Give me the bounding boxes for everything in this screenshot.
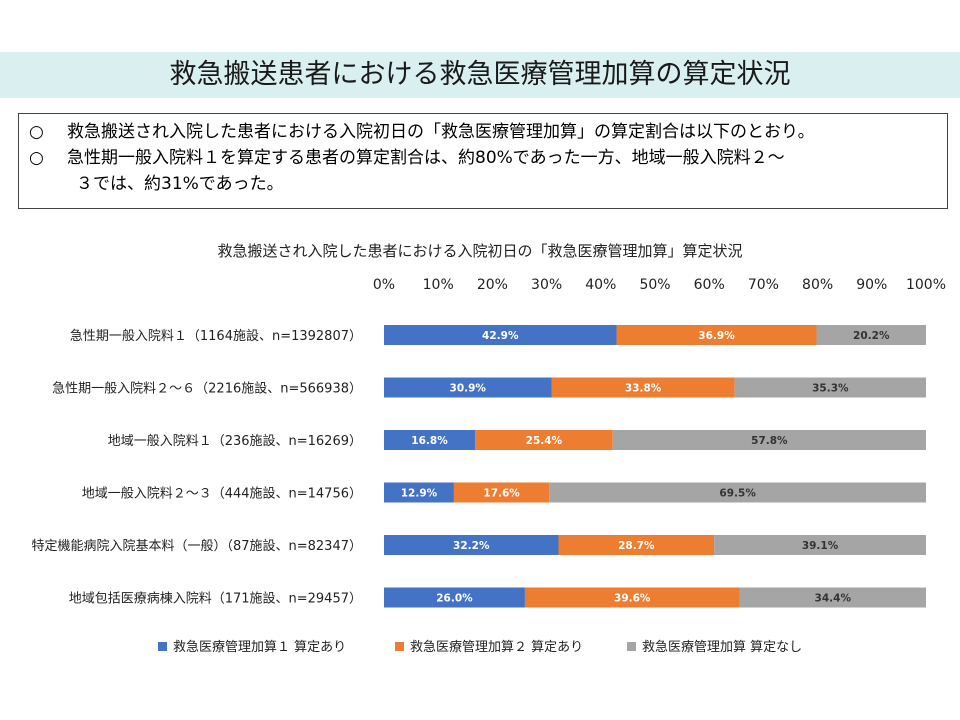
bar-segment-series-2 xyxy=(616,325,817,345)
data-label: 39.1% xyxy=(802,540,839,552)
x-tick-label: 50% xyxy=(639,277,670,293)
data-label: 28.7% xyxy=(618,540,655,552)
bar-segment-series-3 xyxy=(612,430,926,450)
data-label: 69.5% xyxy=(719,488,756,500)
title-band xyxy=(0,52,960,98)
data-label: 12.9% xyxy=(401,488,438,500)
category-label: 急性期一般入院料２～６（2216施設、n=566938） xyxy=(52,381,362,397)
data-label: 26.0% xyxy=(436,593,473,605)
legend-label: 救急医療管理加算 算定なし xyxy=(642,639,802,655)
data-label: 39.6% xyxy=(614,593,651,605)
bar-segment-series-3 xyxy=(739,587,926,608)
x-tick-label: 90% xyxy=(856,277,887,293)
summary-note-1: ○ 救急搬送され入院した患者における入院初日の「救急医療管理加算」の算定割合は以下… xyxy=(29,120,815,144)
bar-segment-series-2 xyxy=(558,535,715,555)
summary-note-2-continuation: ３では、約31%であった。 xyxy=(76,174,284,194)
x-tick-label: 10% xyxy=(423,277,454,293)
note-bullet: ○ xyxy=(29,122,44,142)
legend-swatch xyxy=(395,642,404,651)
summary-note-2: ○ 急性期一般入院料１を算定する患者の算定割合は、約80%であった一方、地域一般入… xyxy=(29,146,785,170)
data-label: 32.2% xyxy=(453,540,490,552)
bar-segment-series-3 xyxy=(734,377,926,398)
data-label: 25.4% xyxy=(526,435,563,447)
bar-segment-series-2 xyxy=(453,482,550,503)
x-tick-label: 0% xyxy=(373,277,395,293)
x-tick-label: 80% xyxy=(802,277,833,293)
bar-segment-series-3 xyxy=(549,482,926,503)
bar-segment-series-2 xyxy=(475,430,613,450)
bar-segment-series-1 xyxy=(384,535,559,555)
bar-segment-series-2 xyxy=(551,377,735,398)
data-label: 20.2% xyxy=(853,330,890,342)
data-label: 42.9% xyxy=(482,330,519,342)
bar-segment-series-1 xyxy=(384,482,454,503)
category-label: 特定機能病院入院基本料（一般）（87施設、n=82347） xyxy=(31,538,362,554)
x-tick-label: 30% xyxy=(531,277,562,293)
data-label: 57.8% xyxy=(751,435,788,447)
x-tick-label: 20% xyxy=(477,277,508,293)
legend-swatch xyxy=(158,642,167,651)
legend-swatch xyxy=(627,642,636,651)
data-label: 30.9% xyxy=(450,383,487,395)
note-bullet: ○ xyxy=(29,148,44,168)
summary-box: ○ 救急搬送され入院した患者における入院初日の「救急医療管理加算」の算定割合は以下… xyxy=(18,113,948,209)
data-label: 17.6% xyxy=(483,488,520,500)
data-label: 33.8% xyxy=(625,383,662,395)
bar-segment-series-1 xyxy=(384,377,552,398)
legend-label: 救急医療管理加算２ 算定あり xyxy=(410,639,583,655)
chart-title: 救急搬送され入院した患者における入院初日の「救急医療管理加算」算定状況 xyxy=(217,242,743,260)
bar-segment-series-1 xyxy=(384,430,476,450)
bar-segment-series-1 xyxy=(384,587,525,608)
legend-label: 救急医療管理加算１ 算定あり xyxy=(173,639,346,655)
category-label: 地域一般入院料２～３（444施設、n=14756） xyxy=(82,486,362,502)
category-label: 地域一般入院料１（236施設、n=16269） xyxy=(108,433,362,449)
note-text: 救急搬送され入院した患者における入院初日の「救急医療管理加算」の算定割合は以下の… xyxy=(67,122,815,142)
data-label: 34.4% xyxy=(815,593,852,605)
category-label: 地域包括医療病棟入院料（171施設、n=29457） xyxy=(69,591,362,607)
data-label: 35.3% xyxy=(812,383,849,395)
bar-segment-series-3 xyxy=(816,325,926,345)
x-tick-label: 60% xyxy=(694,277,725,293)
page-title: 救急搬送患者における救急医療管理加算の算定状況 xyxy=(169,59,791,90)
bar-segment-series-2 xyxy=(524,587,740,608)
bar-segment-series-1 xyxy=(384,325,617,345)
x-tick-label: 100% xyxy=(906,277,946,293)
data-label: 36.9% xyxy=(698,330,735,342)
x-tick-label: 40% xyxy=(585,277,616,293)
data-label: 16.8% xyxy=(411,435,448,447)
x-tick-label: 70% xyxy=(748,277,779,293)
bar-segment-series-3 xyxy=(714,535,926,555)
note-text: 急性期一般入院料１を算定する患者の算定割合は、約80%であった一方、地域一般入院… xyxy=(67,148,785,168)
category-label: 急性期一般入院料１（1164施設、n=1392807） xyxy=(70,328,362,344)
